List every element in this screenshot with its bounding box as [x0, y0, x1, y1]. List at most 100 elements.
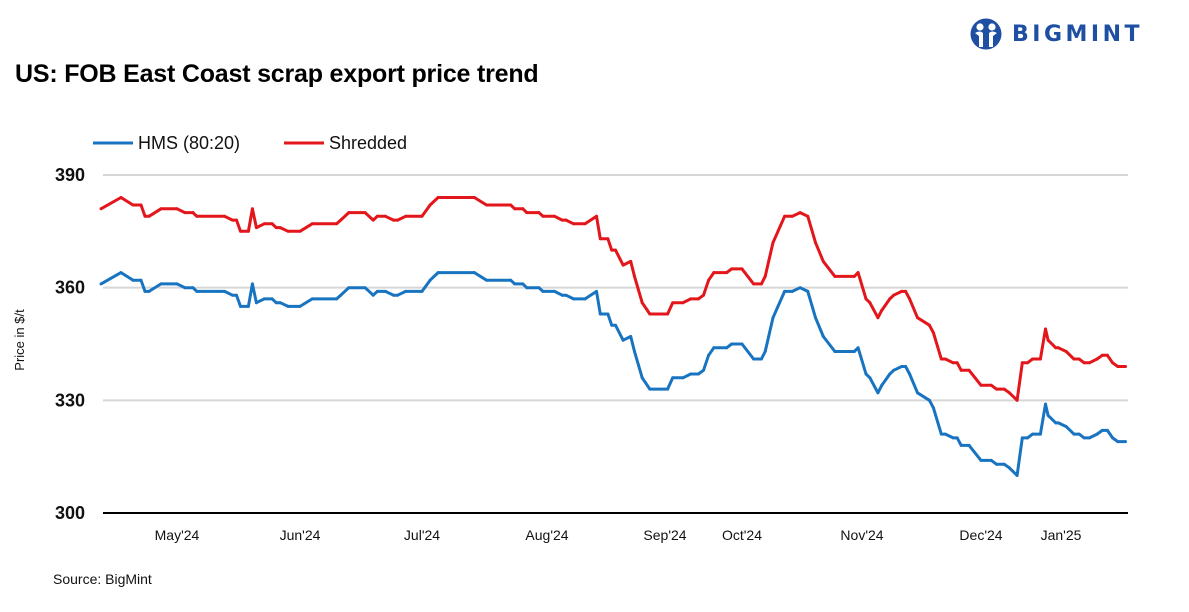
data-point	[1044, 402, 1047, 406]
data-point	[931, 331, 935, 335]
data-point	[254, 301, 258, 305]
data-point	[1046, 413, 1050, 417]
data-point	[513, 282, 517, 286]
data-point	[131, 278, 135, 282]
data-point	[955, 436, 959, 440]
data-point	[231, 218, 234, 222]
data-point	[725, 271, 729, 275]
data-point	[339, 218, 343, 222]
data-point	[583, 222, 587, 226]
data-point	[759, 357, 763, 361]
data-point	[927, 323, 931, 327]
data-point	[1116, 365, 1120, 368]
data-point	[1111, 436, 1115, 440]
data-point	[771, 316, 775, 320]
data-point	[147, 214, 151, 218]
data-point	[892, 293, 896, 297]
data-point	[119, 196, 123, 199]
data-point	[1007, 391, 1011, 395]
data-point	[771, 241, 775, 245]
data-point	[702, 368, 705, 372]
data-point	[143, 214, 147, 218]
data-point	[159, 207, 163, 211]
data-point	[1002, 462, 1006, 466]
data-point	[927, 398, 931, 402]
data-point	[383, 289, 387, 293]
data-point	[147, 289, 151, 293]
x-tick-label: Jun'24	[280, 527, 321, 543]
data-point	[250, 207, 254, 211]
data-point	[798, 211, 802, 215]
data-point	[967, 368, 971, 372]
data-point	[939, 357, 943, 361]
data-point	[278, 226, 282, 230]
data-point	[1116, 440, 1120, 444]
data-point	[396, 293, 400, 297]
data-point	[648, 387, 652, 391]
data-point	[310, 297, 314, 301]
data-point	[99, 207, 103, 211]
data-point	[1082, 436, 1086, 440]
data-point	[707, 353, 711, 357]
data-point	[833, 350, 837, 353]
data-point	[621, 263, 625, 267]
data-point	[740, 342, 744, 346]
data-point	[666, 312, 670, 316]
data-point	[392, 293, 395, 297]
data-point	[541, 289, 545, 293]
x-tick-label: Oct'24	[722, 527, 762, 543]
data-point	[1038, 357, 1042, 361]
data-point	[191, 286, 195, 290]
data-point	[99, 282, 103, 286]
data-point	[1007, 466, 1011, 470]
data-point	[763, 274, 767, 278]
data-point	[1054, 421, 1058, 425]
data-point	[375, 214, 379, 218]
data-point	[939, 432, 943, 436]
data-point	[888, 297, 892, 301]
data-point	[1026, 436, 1029, 440]
series-hms	[99, 271, 1127, 477]
data-point	[712, 271, 716, 275]
data-point	[1124, 440, 1127, 444]
data-point	[1087, 361, 1091, 365]
data-point	[1072, 432, 1076, 436]
y-tick-label: 390	[55, 165, 85, 185]
data-point	[1100, 353, 1104, 357]
data-point	[856, 346, 860, 350]
data-point	[513, 207, 517, 211]
data-point	[239, 229, 242, 233]
data-point	[967, 443, 971, 447]
data-point	[951, 361, 955, 365]
data-point	[900, 365, 904, 368]
data-point	[916, 316, 919, 320]
data-point	[740, 267, 744, 271]
series-shredded	[99, 196, 1127, 402]
data-point	[564, 218, 568, 222]
data-point	[880, 383, 884, 387]
y-tick-label: 330	[55, 390, 85, 410]
data-point	[806, 214, 810, 218]
data-point	[1124, 365, 1127, 368]
data-point	[485, 203, 488, 207]
bigmint-logo-icon	[970, 18, 1002, 50]
y-axis-label: Price in $/t	[12, 309, 27, 371]
data-point	[286, 304, 290, 308]
x-tick-label: Dec'24	[959, 527, 1002, 543]
data-point	[404, 214, 408, 218]
data-point	[274, 301, 278, 305]
logo-text: BIGMINT	[1012, 21, 1144, 47]
data-point	[246, 229, 250, 233]
data-point	[814, 316, 817, 320]
data-point	[1026, 361, 1029, 365]
data-point	[270, 297, 274, 301]
data-point	[633, 350, 636, 353]
data-point	[864, 372, 868, 376]
data-point	[681, 376, 685, 380]
data-point	[979, 383, 983, 387]
data-point	[908, 297, 912, 301]
data-point	[712, 346, 716, 350]
data-point	[689, 372, 693, 376]
data-point	[610, 248, 614, 252]
